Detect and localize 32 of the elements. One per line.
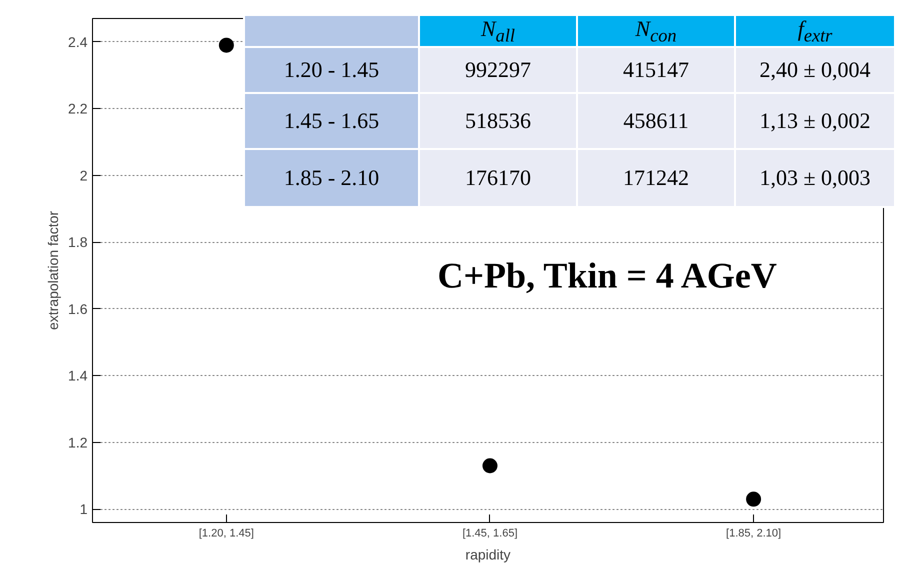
y-tick-label: 2.4	[68, 34, 88, 50]
y-tick-label: 1.8	[68, 234, 88, 250]
data-label: 415147	[577, 47, 735, 94]
category-label: 1.85 - 2.10	[244, 149, 419, 208]
point	[482, 458, 498, 474]
data-label: 2,40 ± 0,004	[735, 47, 895, 94]
x-tick-label: [1.20, 1.45]	[198, 528, 254, 540]
data-label: 176170	[419, 149, 577, 208]
x-tick-label: [1.85, 2.10]	[726, 528, 782, 540]
data-label: 458611	[577, 93, 735, 150]
annotation: C+Pb, Tkin = 4 AGeV	[437, 256, 777, 296]
point	[746, 492, 762, 507]
category-label: 1.45 - 1.65	[244, 93, 419, 150]
data-label: 518536	[419, 93, 577, 150]
x-axis-title: rapidity	[465, 546, 511, 562]
series-label: f$_{extr}$	[735, 15, 895, 48]
y-tick-label: 1.2	[68, 434, 88, 450]
y-tick-label: 1.4	[68, 368, 88, 384]
y-axis-title: extrapolation factor	[45, 210, 62, 330]
data-label: 992297	[419, 47, 577, 94]
series-label: N$_{con}$	[577, 15, 735, 48]
data-label: 1,13 ± 0,002	[735, 93, 895, 150]
series-label: N$_{all}$	[419, 15, 577, 48]
x-tick-label: [1.45, 1.65]	[462, 528, 518, 540]
data-label: 171242	[577, 149, 735, 208]
y-tick-label: 2.2	[68, 100, 88, 117]
point	[218, 38, 234, 53]
y-tick-label: 1	[80, 501, 88, 518]
y-tick-label: 2	[80, 167, 88, 184]
data-label: 1,03 ± 0,003	[735, 149, 895, 208]
category-label: 1.20 - 1.45	[244, 47, 419, 94]
y-tick-label: 1.6	[68, 300, 88, 317]
